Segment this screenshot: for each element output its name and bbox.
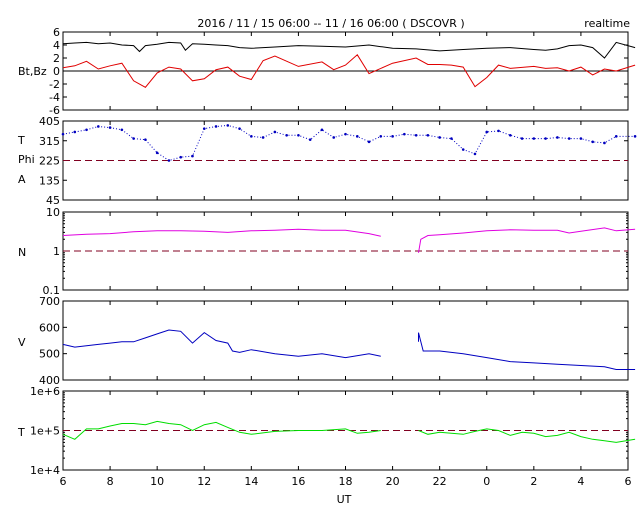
y-tick-label-speed: 600 [39,321,60,334]
series-point-Phi [579,137,583,140]
y-axis-label-mag: Bt,Bz [18,65,47,78]
x-tick-label: 14 [244,475,258,488]
panel-angles: 405 315 225 135 45 T Phi A [17,115,637,207]
series-point-Phi [567,137,571,140]
series-point-Phi [367,140,371,144]
series-line-Phi [62,124,636,162]
y-tick-label-angles: 315 [39,135,60,148]
y-tick-label-mag: -2 [49,78,60,91]
y-axis-label-angles-0: T [17,134,25,147]
y-tick-label-temperature: 1e+4 [30,464,60,477]
series-point-Phi [614,135,618,138]
y-axis-label-angles-2: A [18,173,26,186]
y-tick-label-mag: 2 [53,52,60,65]
series-point-Phi [438,136,441,139]
panel-speed: 700 600 500 400 V [18,295,636,387]
y-tick-label-mag: 6 [53,26,60,39]
series-line-T-1 [418,428,636,443]
panel-frame-speed [62,300,629,381]
series-point-Phi [497,129,500,133]
y-tick-label-angles: 225 [39,155,60,168]
y-tick-label-angles: 405 [39,115,60,128]
series-point-Phi [191,154,194,158]
x-tick-label: 4 [577,475,584,488]
series-line-Bz [62,54,636,88]
x-tick-label: 6 [60,475,67,488]
y-tick-label-angles: 45 [46,194,60,207]
series-point-Phi [414,133,418,137]
series-line-Bt [62,41,636,59]
x-tick-label: 2 [530,475,537,488]
y-tick-label-speed: 500 [39,348,60,361]
y-axis-label-density: N [18,246,26,259]
y-axis-label-speed: V [18,336,26,349]
y-tick-label-density: 1 [53,245,60,258]
x-axis: 6 8 10 12 14 16 18 20 22 0 2 4 6 [60,475,632,488]
y-axis-label-temperature: T [17,426,25,439]
y-tick-label-speed: 700 [39,295,60,308]
x-tick-label: 0 [483,475,490,488]
series-line-T-0 [62,420,381,440]
series-point-Phi [556,136,559,139]
series-point-Phi [73,130,77,134]
y-tick-label-mag: 4 [53,39,60,52]
x-tick-label: 6 [625,475,632,488]
series-point-Phi [508,133,512,137]
panel-temperature: 1e+6 1e+5 1e+4 T [17,385,636,477]
y-tick-label-mag: -4 [49,91,60,104]
series-point-Phi [120,128,124,132]
panel-frame-density [62,211,629,291]
series-point-Phi [132,137,135,140]
panel-frame-temperature [62,390,629,471]
x-tick-label: 16 [291,475,305,488]
y-tick-label-temperature: 1e+5 [30,425,60,438]
series-point-Phi [603,141,606,145]
x-tick-label: 8 [107,475,114,488]
x-tick-label: 20 [386,475,400,488]
x-tick-label: 10 [150,475,164,488]
series-line-N-1 [418,227,636,253]
panel-frame-angles [62,120,629,201]
y-tick-label-temperature: 1e+6 [30,385,60,398]
panel-density: 10 1 0.1 N [18,206,636,297]
series-point-Phi [532,137,536,140]
series-point-Phi [108,126,112,129]
series-point-Phi [544,137,547,140]
y-tick-label-density: 0.1 [43,284,61,297]
series-line-V-1 [418,332,636,370]
y-tick-label-angles: 135 [39,174,60,187]
y-tick-label-density: 10 [46,206,60,219]
x-tick-label: 12 [197,475,211,488]
realtime-label: realtime [584,17,630,30]
x-tick-label: 22 [433,475,447,488]
y-tick-label-mag: -6 [49,104,60,117]
series-point-Phi [391,135,394,138]
x-tick-label: 18 [339,475,353,488]
series-line-N-0 [62,228,381,237]
series-point-Phi [520,137,524,140]
series-point-Phi [355,135,359,138]
series-point-Phi [214,125,218,128]
y-axis-label-angles-1: Phi [18,153,35,166]
chart-title: 2016 / 11 / 15 06:00 -- 11 / 16 06:00 ( … [197,17,464,30]
series-point-Phi [403,132,406,136]
y-tick-label-mag: 0 [53,65,60,78]
y-tick-label-speed: 400 [39,374,60,387]
series-line-V-0 [62,329,381,359]
x-axis-label: UT [337,493,352,506]
